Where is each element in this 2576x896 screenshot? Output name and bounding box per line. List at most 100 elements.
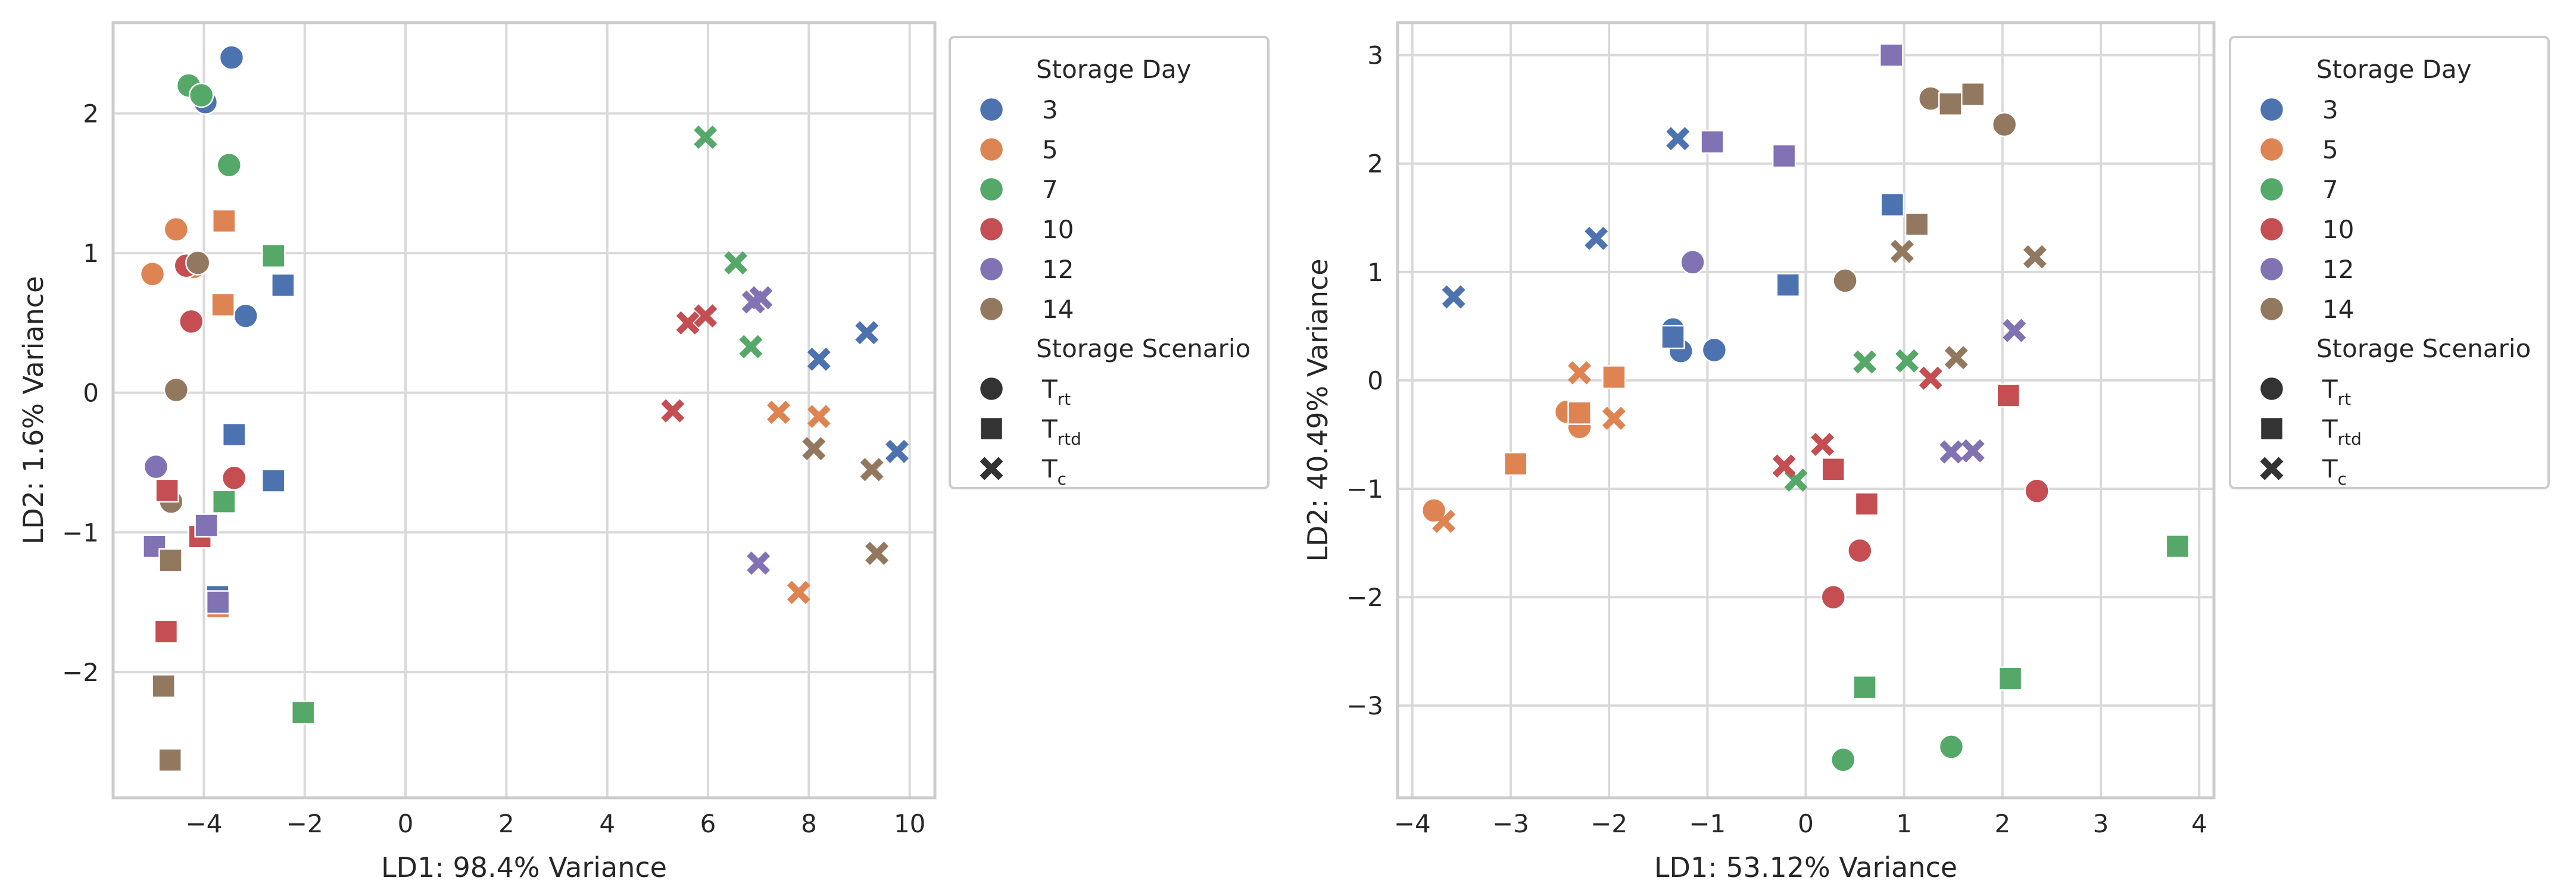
point-day7-c	[1853, 350, 1877, 374]
legend-marker-scenario	[2260, 457, 2284, 480]
point-day12-c	[749, 286, 773, 310]
legend-label-day: 3	[2322, 95, 2338, 124]
legend-title-storage-day: Storage Day	[2316, 55, 2472, 84]
legend-title-storage-scenario: Storage Scenario	[2316, 334, 2531, 363]
point-day10-c	[661, 399, 685, 423]
point-day14-rt	[163, 377, 189, 403]
legend-label-day: 7	[2322, 175, 2338, 204]
point-day12-c	[1961, 439, 1985, 463]
legend-label-scenario: Trt	[1041, 374, 1071, 409]
point-day10-c	[694, 304, 718, 328]
legend-marker-day	[2259, 136, 2285, 163]
point-day14-c	[2023, 245, 2047, 269]
point-day5-rtd	[1567, 401, 1592, 425]
legend-label-main: T	[2322, 374, 2338, 404]
point-day10-rt	[1847, 538, 1873, 564]
x-tick-label: −4	[1394, 809, 1431, 838]
legend-label-subscript: rtd	[2338, 429, 2362, 449]
x-tick-label: −2	[286, 809, 323, 838]
point-day3-rt	[233, 303, 258, 329]
point-day7-rt	[1830, 747, 1856, 773]
point-day14-c	[860, 458, 884, 482]
point-day10-rt	[178, 308, 204, 335]
point-day10-rt	[1820, 584, 1847, 610]
legend-label-subscript: c	[1058, 469, 1066, 489]
legend-label-scenario: Tc	[1041, 454, 1066, 489]
y-tick-label: 1	[1367, 258, 1383, 287]
x-tick-label: 0	[1798, 809, 1814, 838]
point-day5-c	[807, 405, 831, 429]
x-tick-label: −1	[1689, 809, 1726, 838]
legend-title-storage-scenario: Storage Scenario	[1036, 334, 1250, 363]
x-tick-label: 6	[700, 809, 716, 838]
legend-marker-day	[978, 176, 1005, 202]
legend-marker-scenario	[979, 416, 1004, 441]
point-day12-rtd	[205, 590, 230, 614]
point-day7-rtd	[291, 700, 316, 725]
x-axis-label: LD1: 98.4% Variance	[381, 851, 667, 883]
legend-label-day: 10	[2322, 215, 2354, 244]
point-day14-c	[1890, 239, 1914, 263]
point-day10-c	[1772, 454, 1796, 478]
point-day3-rtd	[1776, 273, 1801, 297]
point-day3-c	[807, 347, 831, 371]
point-day5-c	[787, 580, 810, 604]
legend-label-main: T	[1041, 374, 1058, 404]
point-day3-c	[1585, 226, 1608, 250]
y-tick-label: −1	[1346, 474, 1383, 504]
legend-marker-day	[2259, 216, 2285, 242]
point-day10-rt	[2024, 478, 2050, 504]
x-tick-label: 4	[599, 809, 615, 838]
x-tick-label: 0	[398, 809, 414, 838]
legend-label-day: 5	[2322, 135, 2338, 164]
legend-label-scenario: Tc	[2322, 454, 2347, 489]
point-day3-rt	[219, 45, 245, 70]
point-day5-rt	[139, 261, 166, 287]
point-day3-rtd	[261, 469, 286, 493]
legend-marker-day	[2259, 256, 2285, 282]
x-tick-label: 4	[2191, 809, 2207, 838]
legend-label-main: T	[1041, 414, 1058, 444]
point-day10-rtd	[1821, 457, 1846, 482]
point-day7-rt	[188, 82, 214, 108]
legend-title-storage-day: Storage Day	[1036, 55, 1192, 84]
x-tick-label: 10	[894, 809, 925, 838]
y-tick-label: −1	[62, 518, 99, 547]
y-tick-label: 3	[1367, 41, 1383, 70]
point-day12-c	[2003, 319, 2026, 342]
point-day12-rtd	[1700, 130, 1724, 154]
point-day12-rt	[143, 454, 169, 480]
point-day10-c	[676, 311, 700, 335]
legend-marker-scenario	[978, 376, 1005, 402]
point-day14-rtd	[158, 548, 183, 573]
legend-marker-day	[978, 216, 1005, 242]
point-day14-rt	[185, 250, 211, 276]
point-day12-rtd	[1772, 143, 1797, 168]
legend-marker-day	[978, 136, 1005, 163]
point-day7-c	[739, 335, 763, 358]
point-day7-c	[1895, 349, 1919, 373]
point-day14-rtd	[1938, 92, 1963, 116]
point-day3-rtd	[271, 273, 295, 298]
x-tick-label: 2	[498, 809, 514, 838]
point-day3-c	[1442, 285, 1465, 309]
point-day14-c	[1944, 346, 1968, 370]
legend-label-day: 3	[1042, 95, 1058, 124]
point-day12-rt	[1680, 249, 1705, 275]
point-day14-rtd	[158, 748, 182, 772]
legend-label-day: 7	[1042, 175, 1058, 204]
point-day3-rtd	[1880, 192, 1905, 217]
legend-label-day: 14	[1042, 295, 1074, 324]
legend-label-scenario: Trtd	[1041, 414, 1081, 449]
legend-marker-day	[978, 256, 1005, 282]
legend-label-day: 12	[1042, 255, 1074, 284]
point-day5-c	[1602, 407, 1626, 430]
legend-label-main: T	[1041, 454, 1058, 483]
point-day7-rtd	[2165, 534, 2190, 558]
legend-box	[949, 36, 1270, 489]
point-day14-rtd	[1961, 82, 1985, 107]
point-day5-rtd	[1602, 365, 1626, 389]
